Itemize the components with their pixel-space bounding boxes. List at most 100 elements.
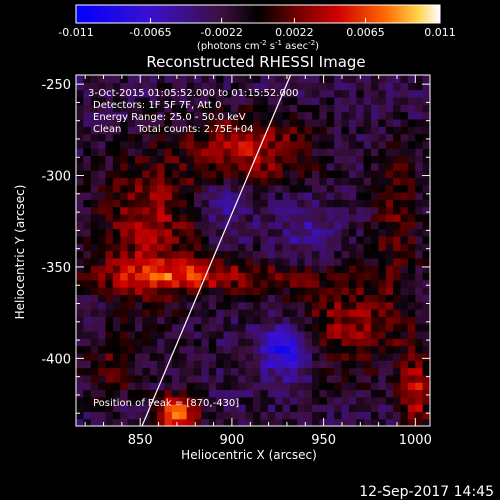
heatmap-cell	[371, 228, 379, 237]
heatmap-cell	[83, 228, 92, 237]
heatmap-cell	[415, 345, 424, 354]
heatmap-cell	[341, 162, 350, 171]
heatmap-cell	[83, 133, 92, 142]
colorbar-tick-label: -0.011	[58, 26, 93, 39]
heatmap-cell	[127, 75, 136, 83]
heatmap-cell	[201, 162, 210, 171]
heatmap-cell	[304, 192, 313, 200]
heatmap-cell	[83, 294, 92, 303]
heatmap-cell	[98, 228, 107, 237]
heatmap-cell	[348, 287, 357, 295]
heatmap-cell	[319, 389, 328, 398]
heatmap-cell	[149, 330, 158, 339]
heatmap-cell	[171, 96, 180, 105]
heatmap-cell	[319, 382, 328, 391]
heatmap-cell	[98, 382, 107, 391]
heatmap-cell	[135, 279, 143, 288]
heatmap-cell	[105, 111, 114, 120]
heatmap-cell	[194, 133, 202, 142]
heatmap-cell	[157, 272, 166, 281]
heatmap-cell	[304, 301, 313, 310]
heatmap-cell	[90, 287, 99, 295]
heatmap-cell	[245, 367, 254, 376]
heatmap-cell	[385, 411, 394, 420]
heatmap-cell	[422, 177, 431, 186]
heatmap-cell	[127, 155, 136, 164]
heatmap-cell	[415, 411, 424, 420]
heatmap-cell	[127, 301, 136, 310]
heatmap-cell	[400, 177, 409, 186]
heatmap-cell	[223, 294, 232, 303]
heatmap-cell	[157, 345, 166, 354]
heatmap-cell	[341, 133, 350, 142]
heatmap-cell	[149, 294, 158, 303]
heatmap-cell	[378, 206, 387, 215]
heatmap-cell	[371, 243, 379, 252]
heatmap-cell	[348, 374, 357, 383]
x-tick-label: 950	[311, 433, 336, 448]
heatmap-cell	[127, 126, 136, 135]
heatmap-cell	[245, 111, 254, 120]
heatmap-cell	[260, 418, 269, 427]
heatmap-cell	[98, 82, 107, 91]
heatmap-cell	[216, 272, 225, 281]
heatmap-cell	[304, 206, 313, 215]
heatmap-cell	[289, 228, 298, 237]
heatmap-cell	[371, 411, 379, 420]
heatmap-cell	[112, 199, 121, 208]
heatmap-cell	[407, 82, 416, 91]
heatmap-cell	[245, 235, 254, 244]
heatmap-cell	[348, 330, 357, 339]
heatmap-cell	[282, 126, 291, 135]
heatmap-cell	[112, 96, 121, 105]
heatmap-cell	[112, 104, 121, 113]
heatmap-cell	[363, 345, 372, 354]
heatmap-cell	[260, 213, 269, 222]
heatmap-cell	[83, 367, 92, 376]
heatmap-cell	[341, 367, 350, 376]
heatmap-cell	[267, 118, 276, 127]
heatmap-cell	[120, 352, 129, 361]
heatmap-cell	[385, 192, 394, 200]
heatmap-cell	[319, 199, 328, 208]
heatmap-cell	[208, 133, 217, 142]
heatmap-cell	[201, 111, 210, 120]
heatmap-cell	[120, 279, 129, 288]
heatmap-cell	[378, 133, 387, 142]
heatmap-cell	[238, 382, 247, 391]
heatmap-cell	[304, 228, 313, 237]
heatmap-cell	[356, 279, 365, 288]
heatmap-cell	[105, 243, 114, 252]
heatmap-cell	[216, 257, 225, 266]
heatmap-cell	[157, 104, 166, 113]
heatmap-cell	[223, 199, 232, 208]
heatmap-cell	[415, 323, 424, 332]
heatmap-cell	[275, 309, 284, 317]
heatmap-cell	[135, 389, 143, 398]
heatmap-cell	[135, 338, 143, 347]
heatmap-cell	[238, 75, 247, 83]
heatmap-cell	[142, 257, 151, 266]
heatmap-cell	[83, 221, 92, 230]
heatmap-cell	[201, 243, 210, 252]
heatmap-cell	[407, 360, 416, 369]
heatmap-cell	[341, 265, 350, 274]
heatmap-cell	[407, 323, 416, 332]
heatmap-cell	[289, 418, 298, 427]
heatmap-cell	[304, 382, 313, 391]
heatmap-cell	[98, 162, 107, 171]
heatmap-cell	[149, 418, 158, 427]
heatmap-cell	[149, 96, 158, 105]
heatmap-cell	[142, 330, 151, 339]
heatmap-cell	[245, 404, 254, 412]
heatmap-cell	[171, 140, 180, 149]
heatmap-cell	[186, 309, 195, 317]
heatmap-cell	[326, 257, 335, 266]
heatmap-cell	[407, 111, 416, 120]
heatmap-cell	[253, 126, 261, 135]
heatmap-cell	[90, 155, 99, 164]
heatmap-cell	[186, 206, 195, 215]
heatmap-cell	[83, 382, 92, 391]
heatmap-cell	[334, 250, 343, 259]
heatmap-cell	[289, 257, 298, 266]
